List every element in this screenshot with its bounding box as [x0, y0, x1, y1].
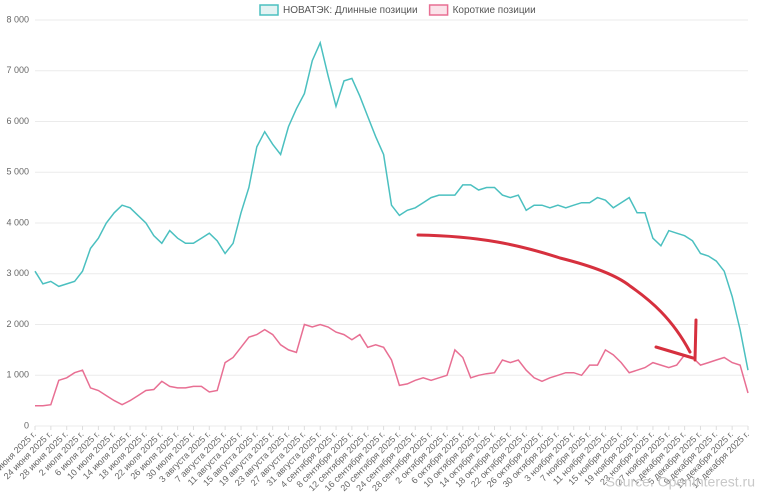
- arrow-shaft: [416, 233, 692, 354]
- y-tick-label: 1 000: [6, 370, 29, 380]
- series-line: [34, 40, 749, 371]
- y-tick-label: 6 000: [6, 116, 29, 126]
- arrow-head: [654, 345, 695, 360]
- y-tick-label: 0: [24, 420, 29, 430]
- legend-swatch: [259, 4, 279, 16]
- legend-label: Короткие позиции: [453, 5, 536, 16]
- y-tick-label: 2 000: [6, 319, 29, 329]
- legend-label: НОВАТЭК: Длинные позиции: [283, 5, 418, 16]
- y-tick-label: 3 000: [6, 268, 29, 278]
- arrow-head: [693, 318, 698, 362]
- y-tick-label: 4 000: [6, 217, 29, 227]
- y-tick-label: 7 000: [6, 65, 29, 75]
- legend-swatch: [428, 4, 449, 16]
- plot: 0 1 000 2 000 3 000 4 000 5 000 6 000 7 000 8 00…: [0, 4, 751, 493]
- y-tick-label: 8 000: [6, 14, 29, 24]
- y-tick-label: 5 000: [6, 167, 29, 177]
- series-line: [35, 323, 749, 407]
- watermark: Source: OpenInterest.ru: [606, 474, 755, 490]
- annotation-arrow: [416, 233, 698, 362]
